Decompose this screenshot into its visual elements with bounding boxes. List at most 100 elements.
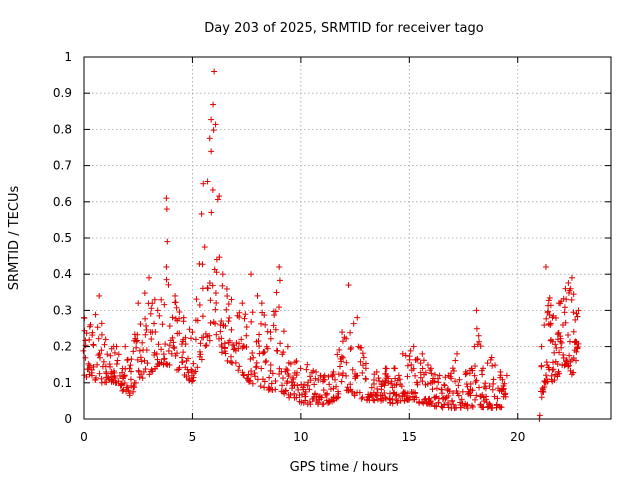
data-point bbox=[257, 383, 264, 390]
data-point bbox=[261, 312, 268, 319]
data-point bbox=[354, 372, 361, 379]
data-point bbox=[206, 279, 213, 286]
data-point bbox=[563, 296, 570, 303]
data-point bbox=[467, 380, 474, 387]
data-point bbox=[348, 344, 355, 351]
data-point bbox=[368, 384, 375, 391]
data-point bbox=[287, 391, 294, 398]
data-point bbox=[339, 329, 346, 336]
data-point bbox=[464, 383, 471, 390]
data-point bbox=[312, 375, 319, 382]
data-point bbox=[489, 362, 496, 369]
data-point bbox=[162, 341, 169, 348]
data-point bbox=[149, 300, 156, 307]
data-point bbox=[122, 343, 129, 350]
data-point bbox=[247, 271, 254, 278]
data-point bbox=[435, 379, 442, 386]
data-point bbox=[547, 302, 554, 309]
data-point bbox=[455, 392, 462, 399]
data-point bbox=[349, 366, 356, 373]
data-point bbox=[222, 350, 229, 357]
data-point bbox=[179, 358, 186, 365]
data-point bbox=[95, 335, 102, 342]
data-point bbox=[542, 263, 549, 270]
data-point bbox=[159, 321, 166, 328]
data-point bbox=[95, 352, 102, 359]
data-point bbox=[221, 340, 228, 347]
data-point bbox=[362, 376, 369, 383]
data-point bbox=[113, 343, 120, 350]
data-point bbox=[395, 372, 402, 379]
data-point bbox=[243, 343, 250, 350]
data-point bbox=[556, 349, 563, 356]
data-point bbox=[497, 368, 504, 375]
data-point bbox=[293, 372, 300, 379]
data-point bbox=[318, 394, 325, 401]
data-point bbox=[565, 279, 572, 286]
data-point bbox=[82, 337, 89, 344]
data-point bbox=[101, 341, 108, 348]
data-point bbox=[219, 282, 226, 289]
data-point bbox=[243, 324, 250, 331]
data-point bbox=[315, 399, 322, 406]
data-point bbox=[293, 394, 300, 401]
data-point bbox=[272, 308, 279, 315]
data-point bbox=[371, 397, 378, 404]
data-point bbox=[168, 350, 175, 357]
data-point bbox=[218, 343, 225, 350]
data-point bbox=[439, 390, 446, 397]
data-point bbox=[565, 362, 572, 369]
data-point bbox=[208, 148, 215, 155]
data-point bbox=[321, 372, 328, 379]
data-point bbox=[455, 382, 462, 389]
data-point bbox=[196, 301, 203, 308]
data-point bbox=[252, 364, 259, 371]
data-point bbox=[253, 359, 260, 366]
data-point bbox=[271, 312, 278, 319]
data-point bbox=[244, 375, 251, 382]
data-point bbox=[200, 334, 207, 341]
data-point bbox=[161, 301, 168, 308]
data-point bbox=[420, 357, 427, 364]
data-point bbox=[143, 347, 150, 354]
data-point bbox=[332, 376, 339, 383]
data-point bbox=[124, 356, 131, 363]
data-point bbox=[339, 338, 346, 345]
data-point bbox=[156, 312, 163, 319]
data-point bbox=[202, 342, 209, 349]
y-tick-label: 0.4 bbox=[53, 267, 72, 281]
data-point bbox=[263, 357, 270, 364]
data-point bbox=[248, 368, 255, 375]
data-point bbox=[118, 381, 125, 388]
data-point bbox=[247, 377, 254, 384]
data-point bbox=[240, 372, 247, 379]
data-point bbox=[256, 331, 263, 338]
data-point bbox=[88, 366, 95, 373]
data-point bbox=[445, 399, 452, 406]
data-point bbox=[199, 261, 206, 268]
data-point bbox=[307, 377, 314, 384]
data-point bbox=[142, 315, 149, 322]
data-point bbox=[119, 369, 126, 376]
data-point bbox=[477, 343, 484, 350]
data-point bbox=[121, 372, 128, 379]
data-point bbox=[419, 378, 426, 385]
data-point bbox=[147, 310, 154, 317]
data-point bbox=[107, 352, 114, 359]
data-point bbox=[273, 289, 280, 296]
data-point bbox=[213, 269, 220, 276]
data-point bbox=[476, 384, 483, 391]
data-point bbox=[185, 369, 192, 376]
data-point bbox=[85, 360, 92, 367]
data-point bbox=[92, 376, 99, 383]
data-point bbox=[438, 386, 445, 393]
data-point bbox=[82, 354, 89, 361]
data-point bbox=[561, 304, 568, 311]
data-point bbox=[210, 101, 217, 108]
data-point bbox=[269, 370, 276, 377]
data-point bbox=[574, 343, 581, 350]
data-point bbox=[313, 368, 320, 375]
data-point bbox=[206, 337, 213, 344]
data-point bbox=[489, 386, 496, 393]
data-point bbox=[575, 340, 582, 347]
